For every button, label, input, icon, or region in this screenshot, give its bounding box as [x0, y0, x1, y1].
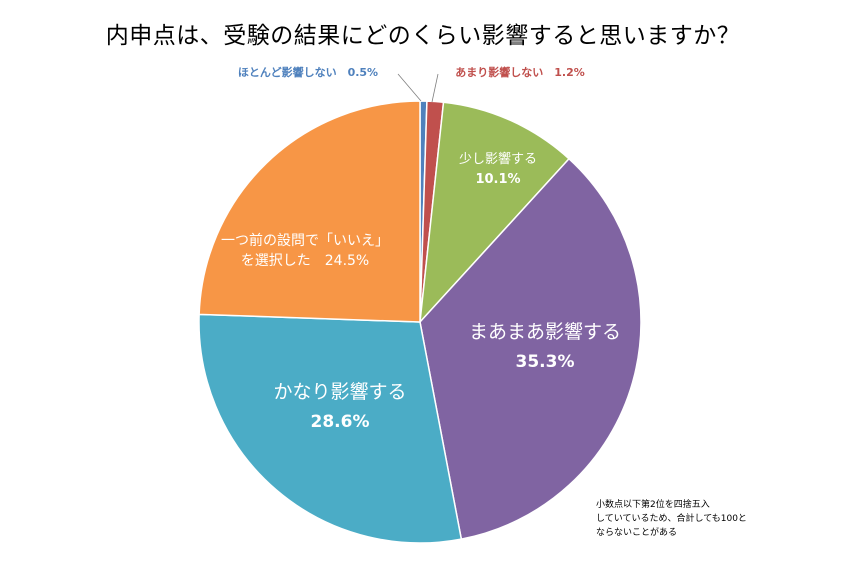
slice-category-label: を選択した 24.5%	[241, 253, 369, 269]
slice-category-label: ほとんど影響しない 0.5%	[238, 65, 378, 79]
slice-category-label: かなり影響する	[273, 381, 406, 403]
slice-category-label: 少し影響する	[459, 151, 537, 167]
slice-label: ほとんど影響しない 0.5%	[238, 65, 422, 102]
chart-footnote: 小数点以下第2位を四捨五入 していているため、合計しても100と ならないことが…	[596, 498, 747, 540]
slice-label: まあまあ影響する 35.3%	[469, 321, 621, 372]
pie-slice	[419, 157, 642, 540]
slice-label: かなり影響する 28.6%	[273, 381, 406, 432]
slice-category-label: 一つ前の設問で「いいえ」	[221, 232, 389, 249]
slice-category-label: まあまあ影響する	[469, 321, 621, 343]
chart-title: 内申点は、受験の結果にどのくらい影響すると思いますか？	[105, 23, 741, 49]
slice-label: 少し影響する 10.1%	[459, 151, 537, 187]
pie-slice	[198, 100, 421, 323]
leader-line	[397, 73, 422, 102]
slice-value-label: 10.1%	[475, 172, 520, 187]
slice-value-label: 35.3%	[516, 352, 575, 372]
leader-line	[431, 73, 439, 103]
footnote-line: 小数点以下第2位を四捨五入	[596, 500, 710, 510]
slice-category-label: あまり影響しない 1.2%	[455, 65, 585, 79]
footnote-line: ならないことがある	[596, 528, 678, 538]
pie-slice	[419, 101, 571, 325]
slice-label: 一つ前の設問で「いいえ」を選択した 24.5%	[221, 232, 389, 269]
pie-slice	[198, 313, 463, 544]
slice-label: あまり影響しない 1.2%	[431, 65, 585, 103]
footnote-line: していているため、合計しても100と	[596, 514, 747, 524]
slice-value-label: 28.6%	[311, 412, 370, 432]
